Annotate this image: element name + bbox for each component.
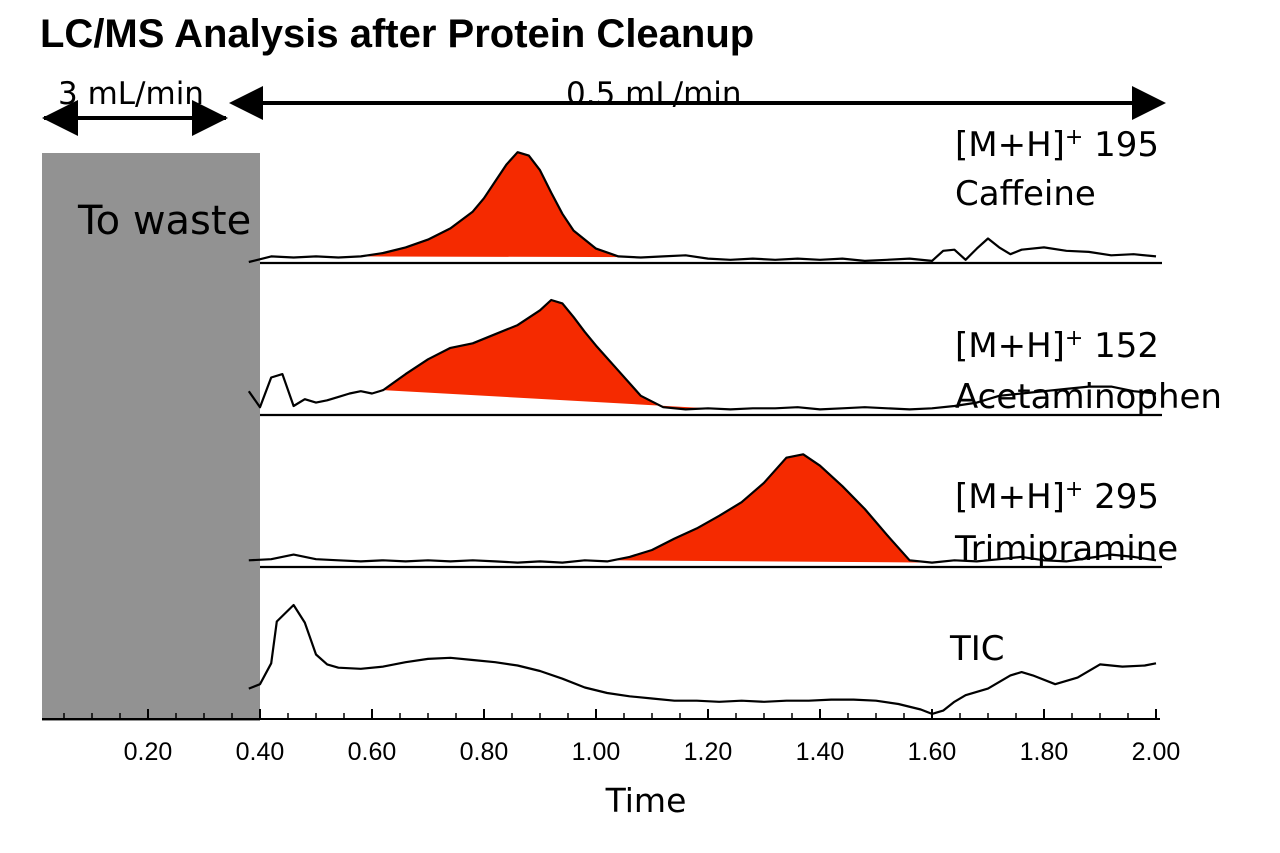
- trace-3: [M+H]+ 295 Trimipramine: [248, 453, 1178, 569]
- flow-label-slow: 0.5 mL/min: [566, 76, 742, 112]
- trace-ion-label-1: [M+H]+ 195: [955, 125, 1159, 165]
- trace-line-3: [248, 453, 1157, 564]
- flow-arrow-fast-left-head: [42, 100, 78, 136]
- x-tick-label: 1.20: [684, 738, 733, 766]
- waste-label: To waste: [77, 198, 251, 244]
- x-tick-label: 1.40: [796, 738, 845, 766]
- trace-line-1: [248, 151, 1157, 264]
- x-axis-ticks: 0.20 0.40 0.60 0.80 1.00 1.20 1.40 1.60 1.80 2.00: [63, 709, 1181, 766]
- trace-1: [M+H]+ 195 Caffeine: [248, 125, 1162, 265]
- x-tick-label: 1.80: [1020, 738, 1069, 766]
- x-tick-label: 0.80: [460, 738, 509, 766]
- trace-compound-label-3: Trimipramine: [954, 529, 1178, 569]
- x-tick-label: 2.00: [1132, 738, 1181, 766]
- flow-arrow-fast-right-head: [192, 100, 228, 136]
- trace-line-4: [248, 603, 1157, 715]
- waste-region: [42, 153, 260, 721]
- traces-group: [M+H]+ 195 Caffeine [M+H]+ 152 Acetaminophe…: [247, 125, 1222, 715]
- flow-arrow-slow-left-head: [229, 86, 263, 120]
- trace-2: [M+H]+ 152 Acetaminophen: [247, 298, 1222, 417]
- trace-line-2: [247, 298, 1157, 411]
- x-tick-label: 1.60: [908, 738, 957, 766]
- trace-4: TIC: [248, 603, 1157, 715]
- trace-ion-label-3: [M+H]+ 295: [955, 477, 1159, 517]
- flow-arrow-slow-right-head: [1132, 86, 1166, 120]
- trace-compound-label-2: Acetaminophen: [955, 377, 1222, 417]
- flow-label-fast: 3 mL/min: [58, 76, 204, 112]
- x-axis-title: Time: [605, 781, 687, 820]
- chart-title: LC/MS Analysis after Protein Cleanup: [40, 12, 755, 56]
- x-tick-label: 1.00: [572, 738, 621, 766]
- trace-ion-label-2: [M+H]+ 152: [955, 326, 1159, 366]
- x-tick-label: 0.20: [124, 738, 173, 766]
- peak-area-3: [612, 454, 932, 563]
- x-tick-label: 0.40: [236, 738, 285, 766]
- peak-area-2: [383, 300, 714, 410]
- peak-area-1: [360, 152, 647, 258]
- trace-compound-label-1: Caffeine: [955, 174, 1096, 214]
- trace-name-label-4: TIC: [949, 629, 1005, 669]
- x-tick-label: 0.60: [348, 738, 397, 766]
